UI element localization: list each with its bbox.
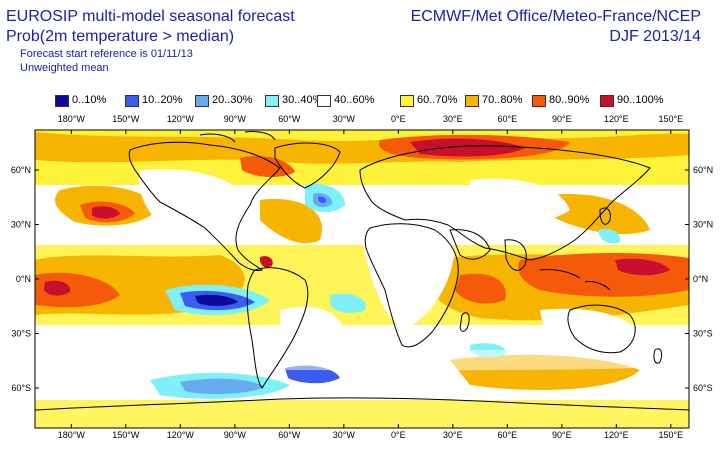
lon-label-bottom: 90°W: [224, 430, 247, 440]
legend-swatch: [600, 95, 614, 107]
lon-label-top: 30°E: [443, 114, 463, 124]
legend-label: 70..80%: [482, 94, 523, 106]
lon-label-bottom: 60°E: [498, 430, 518, 440]
lat-label-right: 30°N: [693, 219, 713, 229]
lon-label-bottom: 180°W: [58, 430, 86, 440]
lon-label-top: 150°E: [659, 114, 684, 124]
lon-label-top: 120°E: [604, 114, 629, 124]
lat-label-left: 60°N: [11, 165, 31, 175]
lat-label-left: 60°S: [11, 383, 31, 393]
lon-label-bottom: 120°E: [604, 430, 629, 440]
lon-label-bottom: 150°E: [659, 430, 684, 440]
legend-label: 0..10%: [72, 94, 107, 106]
legend-swatch: [195, 95, 209, 107]
legend-label: 30..40%: [282, 94, 323, 106]
legend-swatch: [400, 95, 414, 107]
lat-label-left: 0°N: [16, 274, 31, 284]
lon-label-bottom: 30°W: [333, 430, 356, 440]
organizations: ECMWF/Met Office/Meteo-France/NCEP: [410, 8, 701, 25]
lon-label-top: 0°E: [391, 114, 406, 124]
lat-label-right: 0°N: [693, 274, 708, 284]
forecast-start-reference: Forecast start reference is 01/11/13: [20, 48, 193, 60]
lon-label-bottom: 150°W: [112, 430, 140, 440]
title-line-2: Prob(2m temperature > median): [6, 28, 235, 45]
weighting-note: Unweighted mean: [20, 62, 109, 74]
probability-map: 180°W 180°W 150°W 150°W 120°W 120°W 90°W 90°W 60…: [11, 114, 713, 440]
legend-label: 40..60%: [334, 94, 375, 106]
lon-label-bottom: 0°E: [391, 430, 406, 440]
lat-label-right: 60°N: [693, 165, 713, 175]
legend-swatch: [125, 95, 139, 107]
legend-label: 80..90%: [549, 94, 590, 106]
season-label: DJF 2013/14: [609, 28, 701, 45]
lon-label-top: 90°W: [224, 114, 247, 124]
lat-label-left: 30°S: [11, 329, 31, 339]
lon-label-top: 60°W: [278, 114, 301, 124]
lon-label-top: 120°W: [167, 114, 195, 124]
legend-swatch: [465, 95, 479, 107]
lat-label-right: 60°S: [693, 383, 713, 393]
legend-swatch: [532, 95, 546, 107]
lon-label-bottom: 60°W: [278, 430, 301, 440]
legend-swatch: [55, 95, 69, 107]
lon-label-top: 30°W: [333, 114, 356, 124]
legend-label: 10..20%: [142, 94, 183, 106]
lon-label-bottom: 30°E: [443, 430, 463, 440]
lat-label-right: 30°S: [693, 329, 713, 339]
lon-label-bottom: 90°E: [552, 430, 572, 440]
lon-label-top: 150°W: [112, 114, 140, 124]
lon-label-top: 180°W: [58, 114, 86, 124]
legend-label: 20..30%: [212, 94, 253, 106]
legend-label: 90..100%: [617, 94, 664, 106]
lon-label-top: 60°E: [498, 114, 518, 124]
coastlines: [35, 131, 689, 411]
legend-label: 60..70%: [417, 94, 458, 106]
legend-swatch: [317, 95, 331, 107]
tick-marks: [35, 130, 689, 428]
lat-label-left: 30°N: [11, 219, 31, 229]
lon-label-bottom: 120°W: [167, 430, 195, 440]
lon-label-top: 90°E: [552, 114, 572, 124]
title-line-1: EUROSIP multi-model seasonal forecast: [6, 8, 295, 25]
axis-labels: 180°W 180°W 150°W 150°W 120°W 120°W 90°W 90°W 60…: [11, 114, 713, 440]
legend-swatch: [265, 95, 279, 107]
